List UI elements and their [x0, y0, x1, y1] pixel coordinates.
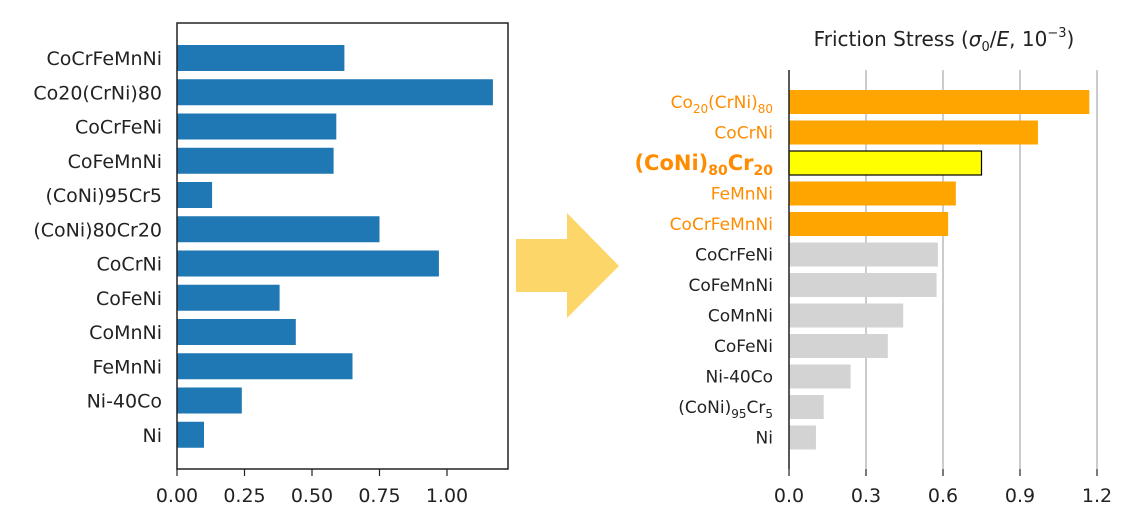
bar — [789, 334, 888, 358]
bar — [177, 147, 334, 174]
right-arrow-icon — [516, 213, 619, 318]
left-bar-chart: CoCrFeMnNi Co20(CrNi)80 CoCrFeNi CoFeMnNi (C… — [33, 22, 509, 507]
right-bars — [788, 90, 1090, 450]
tick-label: 0.25 — [223, 485, 265, 507]
bar — [789, 120, 1038, 145]
category-label: CoMnNi — [708, 307, 773, 327]
category-label: CoFeNi — [96, 288, 162, 310]
bar — [177, 284, 280, 311]
tick-label: 0.75 — [358, 485, 400, 507]
tick-label: 0.9 — [1005, 485, 1035, 507]
bar — [177, 182, 213, 208]
left-category-labels: CoCrFeMnNi Co20(CrNi)80 CoCrFeNi CoFeMnNi (C… — [33, 48, 162, 447]
bar — [789, 242, 938, 267]
category-label: (CoNi)80Cr20 — [33, 219, 162, 241]
category-label: CoCrNi — [714, 124, 773, 144]
bar — [789, 181, 956, 206]
category-label: Ni-40Co — [87, 391, 162, 413]
tick-label: 0.50 — [291, 485, 333, 507]
category-label: Co20(CrNi)80 — [33, 82, 162, 104]
category-label: CoCrFeNi — [695, 246, 773, 266]
bar — [177, 421, 204, 448]
tick-label: 1.2 — [1082, 485, 1112, 507]
chart-title: Friction Stress (σ0/E, 10−3) — [814, 26, 1075, 55]
bar — [789, 90, 1090, 114]
category-label: CoCrFeMnNi — [670, 215, 773, 235]
bar — [177, 387, 242, 414]
bar — [177, 113, 337, 140]
bar — [789, 273, 937, 297]
category-label: CoFeMnNi — [68, 151, 162, 173]
bar — [177, 216, 380, 243]
tick-label: 0.0 — [774, 485, 804, 507]
bar — [177, 45, 345, 71]
bar — [789, 395, 824, 419]
category-label: CoFeNi — [714, 337, 773, 357]
bar — [788, 150, 983, 176]
category-label: Ni — [756, 429, 773, 449]
bar — [177, 319, 296, 345]
tick-label: 0.00 — [156, 485, 198, 507]
tick-label: 1.00 — [426, 485, 468, 507]
right-category-labels: Co20(CrNi)80 CoCrNi (CoNi)80Cr20 FeMnNi CoCr… — [634, 93, 773, 449]
bar — [177, 79, 493, 106]
category-label: Co20(CrNi)80 — [671, 93, 773, 116]
category-label: FeMnNi — [92, 356, 162, 378]
bar — [789, 303, 904, 328]
category-label: (CoNi)95Cr5 — [45, 185, 162, 207]
category-label: (CoNi)80Cr20 — [634, 151, 773, 179]
bar — [177, 353, 353, 380]
right-bar-chart: Friction Stress (σ0/E, 10−3) Co20(CrNi)8… — [634, 26, 1112, 507]
category-label: (CoNi)95Cr5 — [678, 398, 773, 421]
category-label: CoCrFeNi — [75, 117, 162, 139]
category-label: Ni — [143, 425, 163, 447]
tick-label: 0.6 — [928, 485, 958, 507]
category-label: FeMnNi — [711, 185, 773, 205]
bar — [177, 250, 439, 277]
tick-label: 0.3 — [851, 485, 881, 507]
category-label: CoFeMnNi — [689, 276, 773, 296]
category-label: CoMnNi — [89, 322, 162, 344]
bar — [789, 425, 816, 450]
right-x-ticks: 0.0 0.3 0.6 0.9 1.2 — [774, 469, 1112, 507]
category-label: Ni-40Co — [706, 368, 773, 388]
bar — [789, 212, 949, 236]
bar — [789, 364, 851, 389]
category-label: CoCrFeMnNi — [47, 48, 162, 70]
left-x-ticks: 0.00 0.25 0.50 0.75 1.00 — [156, 469, 468, 507]
left-bars — [177, 45, 493, 448]
category-label: CoCrNi — [97, 254, 162, 276]
left-plot-frame — [176, 22, 509, 470]
